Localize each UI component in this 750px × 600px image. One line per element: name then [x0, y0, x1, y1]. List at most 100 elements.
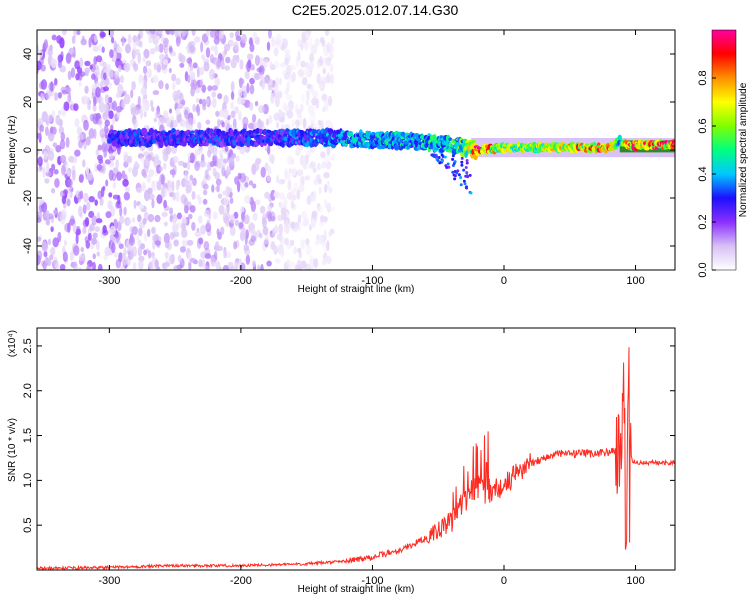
spectrogram-noise-cell: [139, 109, 144, 120]
spectrogram-noise-cell: [148, 169, 155, 178]
spectrogram-noise-cell: [104, 159, 111, 165]
spectrogram-noise-cell: [79, 57, 84, 69]
spectrogram-noise-cell: [92, 253, 96, 260]
spectrogram-noise-cell: [237, 96, 242, 105]
spectrogram-noise-cell: [74, 228, 81, 236]
spectrogram-noise-cell: [52, 142, 58, 148]
spectrogram-noise-cell: [78, 267, 82, 270]
spectrogram-ridge-cell: [451, 154, 455, 158]
spectrogram-noise-cell: [151, 106, 155, 112]
spectrogram-noise-cell: [329, 73, 334, 85]
spectrogram-noise-cell: [96, 251, 100, 257]
spectrogram-noise-cell: [239, 230, 245, 242]
spectrogram-noise-cell: [156, 194, 163, 205]
spectrogram-noise-cell: [91, 215, 97, 226]
spectrogram-noise-cell: [67, 93, 71, 104]
spectrogram-ridge-cell: [220, 130, 226, 134]
spectrogram-noise-cell: [76, 30, 81, 36]
spectrogram-noise-cell: [75, 233, 79, 245]
spectrogram-noise-cell: [43, 150, 48, 160]
spectrogram-noise-cell: [143, 232, 148, 242]
spectrogram-noise-cell: [210, 45, 216, 52]
spectrogram-noise-cell: [126, 219, 132, 225]
spectrogram-ridge-cell: [431, 153, 435, 157]
spectrogram-noise-cell: [309, 254, 315, 264]
spectrogram-noise-cell: [199, 160, 206, 168]
spectrogram-noise-cell: [307, 104, 314, 115]
spectrogram-noise-cell: [217, 118, 221, 128]
spectrogram-noise-cell: [184, 119, 189, 129]
spectrogram-noise-cell: [165, 83, 169, 91]
spectrogram-noise-cell: [233, 41, 239, 51]
spectrogram-noise-cell: [108, 82, 113, 89]
spectrogram-noise-cell: [278, 192, 285, 200]
spectrogram-noise-cell: [77, 133, 84, 141]
spectrogram-noise-cell: [84, 85, 89, 94]
spectrogram-noise-cell: [118, 243, 124, 250]
spectrogram-noise-cell: [211, 184, 215, 193]
spectrogram-noise-cell: [152, 90, 160, 96]
spectrogram-noise-cell: [321, 39, 326, 47]
spectrogram-noise-cell: [112, 50, 117, 60]
spectrogram-noise-cell: [175, 182, 180, 191]
spectrogram-noise-cell: [309, 52, 315, 64]
spectrogram-noise-cell: [234, 219, 240, 227]
spectrogram-noise-cell: [104, 94, 110, 104]
spectrogram-ridge-cell: [445, 166, 449, 170]
spectrogram-noise-cell: [160, 187, 166, 198]
spectrogram-noise-cell: [123, 191, 131, 201]
spectrogram-noise-cell: [121, 35, 125, 47]
spectrogram-noise-cell: [304, 175, 311, 181]
spectrogram-noise-cell: [280, 201, 287, 208]
spectrogram-ridge-cell: [462, 179, 466, 183]
spectrogram-noise-cell: [206, 98, 210, 106]
spectrogram-noise-cell: [315, 234, 320, 241]
spectrogram-noise-cell: [264, 191, 270, 199]
spectrogram-noise-cell: [103, 103, 109, 114]
spectrogram-noise-cell: [311, 111, 316, 117]
spectrogram-noise-cell: [237, 172, 242, 180]
spectrogram-noise-cell: [91, 237, 97, 245]
spectrogram-noise-cell: [274, 265, 279, 270]
spectrogram-noise-cell: [211, 85, 218, 91]
spectrogram-ridge-cell: [460, 163, 464, 167]
spectrogram-noise-cell: [238, 78, 245, 85]
colorbar-tick-label: 0.8: [697, 70, 709, 85]
spectrogram-noise-cell: [188, 213, 193, 220]
spectrogram-noise-cell: [66, 222, 71, 233]
spectrogram-noise-cell: [248, 180, 254, 186]
spectrogram-noise-cell: [238, 258, 242, 267]
spectrogram-noise-cell: [191, 30, 196, 37]
spectrogram-noise-cell: [252, 31, 258, 42]
spectrogram-noise-cell: [57, 92, 63, 99]
spectrogram-noise-cell: [219, 162, 227, 168]
spectrogram-noise-cell: [245, 254, 251, 265]
spectrogram-noise-cell: [100, 31, 106, 38]
spectrogram-noise-cell: [163, 232, 170, 244]
spectrogram-noise-cell: [120, 265, 126, 270]
spectrogram-noise-cell: [287, 179, 292, 191]
spectrogram-ridge-cell: [263, 142, 267, 146]
spectrogram-noise-cell: [65, 137, 70, 148]
spectrogram-noise-cell: [301, 77, 308, 86]
spectrogram-noise-cell: [93, 96, 97, 107]
spectrogram-noise-cell: [202, 198, 208, 205]
spectrogram-noise-cell: [171, 155, 179, 164]
spectrogram-noise-cell: [241, 97, 246, 105]
spectrogram-noise-cell: [59, 263, 66, 270]
y-tick-label: 0.5: [22, 518, 34, 533]
x-tick-label: 100: [626, 575, 644, 587]
spectrogram-noise-cell: [195, 97, 200, 104]
spectrogram-ridge-cell: [457, 173, 461, 177]
spectrogram-noise-cell: [319, 215, 325, 223]
spectrogram-noise-cell: [173, 94, 180, 104]
spectrogram-noise-cell: [191, 190, 196, 200]
spectrogram-noise-cell: [179, 92, 184, 104]
y-tick-label: 1.0: [22, 473, 34, 488]
spectrogram-noise-cell: [109, 49, 114, 59]
spectrogram-noise-cell: [99, 198, 104, 206]
spectrogram-noise-cell: [230, 81, 235, 93]
x-tick-label: -100: [361, 275, 383, 287]
spectrogram-noise-cell: [205, 30, 210, 38]
spectrogram-noise-cell: [173, 231, 180, 238]
